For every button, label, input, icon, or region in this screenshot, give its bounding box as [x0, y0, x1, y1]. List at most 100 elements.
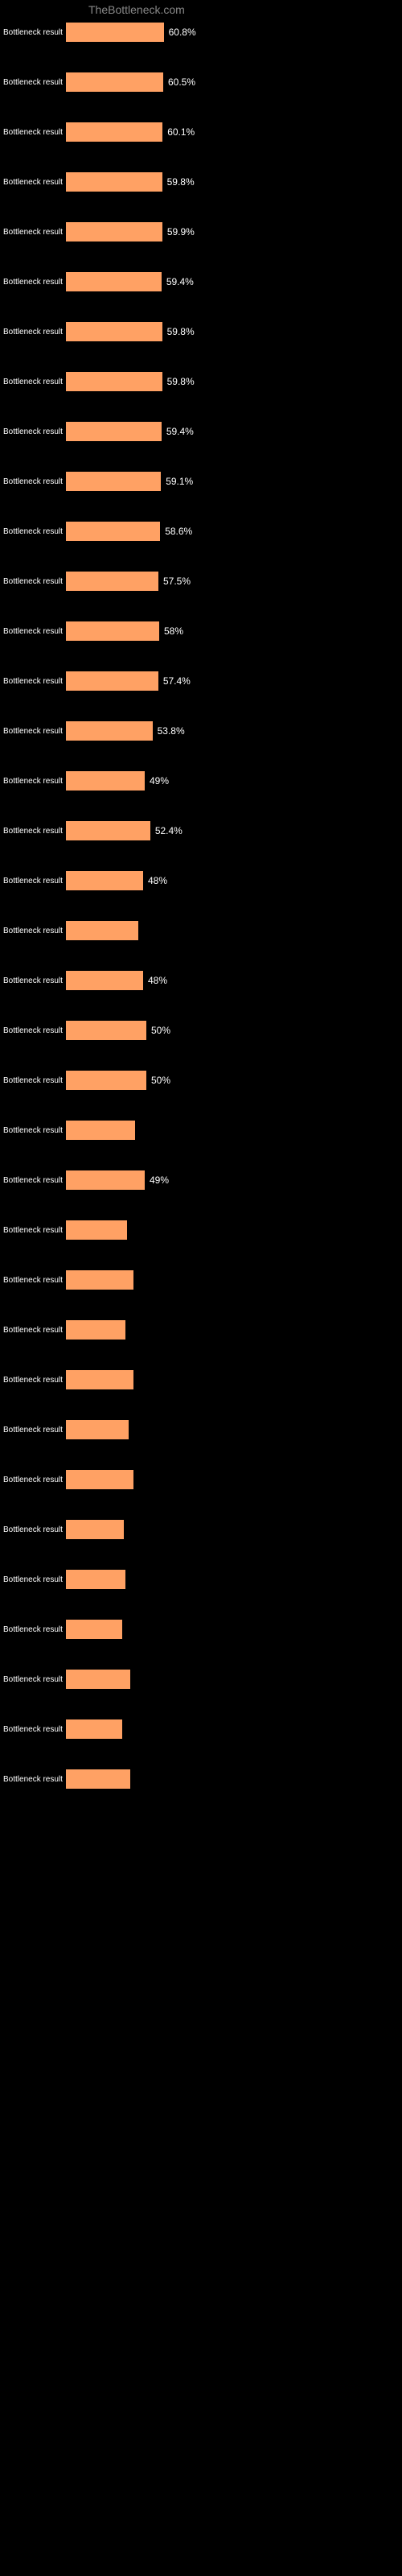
bar	[66, 1719, 122, 1739]
bar	[66, 1370, 133, 1389]
chart-row: Bottleneck result 57.5%	[0, 570, 402, 591]
value-label: 50%	[151, 1075, 170, 1086]
y-axis-label: Bottleneck result	[0, 627, 3, 636]
bar-line: Bottleneck result49%	[0, 771, 402, 791]
y-axis-label: Bottleneck result	[0, 178, 3, 187]
y-axis-label: Bottleneck result	[0, 877, 3, 886]
bar	[66, 821, 150, 840]
y-axis-label: Bottleneck result	[0, 777, 3, 786]
value-label: 49%	[150, 1174, 169, 1186]
y-axis-label: Bottleneck result	[0, 128, 3, 137]
chart-row: Bottleneck result59.8%	[0, 370, 402, 391]
chart-row: Bottleneck result59.4%	[0, 420, 402, 441]
bar-track	[66, 422, 227, 441]
bar-line: Bottleneck result	[0, 1470, 402, 1489]
y-axis-label: Bottleneck result	[0, 527, 3, 536]
bar-track	[66, 971, 227, 990]
bar-line: Bottleneck result	[0, 1570, 402, 1589]
value-label: 53.8%	[158, 725, 185, 737]
chart-row: Bottleneck result48%	[0, 869, 402, 890]
y-axis-label: Bottleneck result	[0, 1276, 3, 1285]
value-label: 59.8%	[167, 326, 195, 337]
y-axis-label: Bottleneck result	[0, 1076, 3, 1085]
bar-line: Bottleneck result 60.8%	[0, 23, 402, 42]
chart-row: Bottleneck result59.8%	[0, 320, 402, 341]
bar-line: Bottleneck result	[0, 1620, 402, 1639]
y-axis-label: Bottleneck result	[0, 827, 3, 836]
value-label: 48%	[148, 975, 167, 986]
bar	[66, 422, 162, 441]
value-label: 59.8%	[167, 176, 195, 188]
bar-track	[66, 1769, 227, 1789]
chart-row: Bottleneck result	[0, 1718, 402, 1739]
bar-line: Bottleneck result59.9%	[0, 222, 402, 242]
value-label: 58%	[164, 625, 183, 637]
bar	[66, 522, 160, 541]
y-axis-label: Bottleneck result	[0, 1725, 3, 1734]
bar-line: Bottleneck result50%	[0, 1021, 402, 1040]
chart-row: Bottleneck result 60.8%	[0, 21, 402, 42]
bar-track	[66, 1071, 227, 1090]
y-axis-label: Bottleneck result	[0, 477, 3, 486]
bar-track	[66, 222, 227, 242]
bar	[66, 1769, 130, 1789]
bar	[66, 921, 138, 940]
bar-line: Bottleneck result	[0, 1719, 402, 1739]
value-label: 59.4%	[166, 276, 194, 287]
bar-track	[66, 522, 227, 541]
chart-row: Bottleneck result57.4%	[0, 670, 402, 691]
y-axis-label: Bottleneck result	[0, 927, 3, 935]
bar	[66, 572, 158, 591]
bar	[66, 621, 159, 641]
bar-line: Bottleneck result 50%	[0, 1071, 402, 1090]
chart-row: Bottleneck result	[0, 1219, 402, 1240]
bar	[66, 771, 145, 791]
chart-row: Bottleneck result 50%	[0, 1069, 402, 1090]
bar-line: Bottleneck result57.4%	[0, 671, 402, 691]
bar-track	[66, 1170, 227, 1190]
bar-track	[66, 1670, 227, 1689]
bar-track	[66, 23, 227, 42]
bar-track	[66, 372, 227, 391]
value-label: 60.8%	[169, 27, 196, 38]
chart-row: Bottleneck result60.1%	[0, 121, 402, 142]
value-label: 59.4%	[166, 426, 194, 437]
bar-track	[66, 1719, 227, 1739]
chart-row: Bottleneck result	[0, 1319, 402, 1340]
y-axis-label: Bottleneck result	[0, 1176, 3, 1185]
bar-line: Bottleneck result	[0, 1220, 402, 1240]
bar	[66, 122, 162, 142]
y-axis-label: Bottleneck result	[0, 1625, 3, 1634]
bar-line: Bottleneck result 57.5%	[0, 572, 402, 591]
bar-line: Bottleneck result 59.8%	[0, 172, 402, 192]
bar	[66, 272, 162, 291]
bar-track	[66, 472, 227, 491]
bar-track	[66, 1270, 227, 1290]
bar-line: Bottleneck result	[0, 1121, 402, 1140]
bottleneck-bar-chart: Bottleneck result 60.8% Bottleneck result6…	[0, 21, 402, 1789]
bar	[66, 971, 143, 990]
chart-row: Bottleneck result	[0, 1368, 402, 1389]
bar-line: Bottleneck result59.1%	[0, 472, 402, 491]
bar-line: Bottleneck result 58%	[0, 621, 402, 641]
value-label: 57.4%	[163, 675, 191, 687]
bar-track	[66, 721, 227, 741]
y-axis-label: Bottleneck result	[0, 1525, 3, 1534]
bar-track	[66, 1520, 227, 1539]
chart-row: Bottleneck result52.4%	[0, 819, 402, 840]
bar	[66, 671, 158, 691]
bar-line: Bottleneck result60.1%	[0, 122, 402, 142]
bar-track	[66, 1121, 227, 1140]
chart-row: Bottleneck result60.5%	[0, 71, 402, 92]
bar-line: Bottleneck result59.4%	[0, 422, 402, 441]
bar	[66, 322, 162, 341]
y-axis-label: Bottleneck result	[0, 1026, 3, 1035]
bar-line: Bottleneck result	[0, 1320, 402, 1340]
bar-line: Bottleneck result	[0, 1520, 402, 1539]
value-label: 57.5%	[163, 576, 191, 587]
y-axis-label: Bottleneck result	[0, 577, 3, 586]
y-axis-label: Bottleneck result	[0, 28, 3, 37]
y-axis-label: Bottleneck result	[0, 1326, 3, 1335]
bar	[66, 472, 161, 491]
chart-row: Bottleneck result49%	[0, 770, 402, 791]
